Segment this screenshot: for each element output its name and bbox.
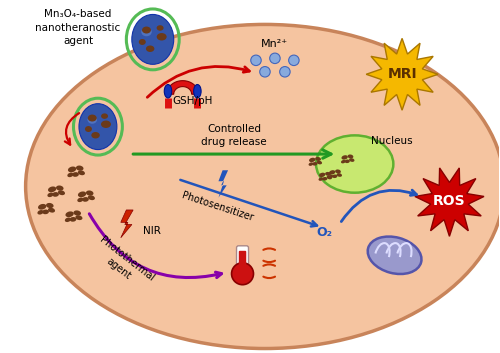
Ellipse shape [349,158,354,162]
Ellipse shape [82,197,89,202]
Ellipse shape [336,173,342,177]
Ellipse shape [348,155,354,158]
Ellipse shape [78,170,85,175]
Text: Mn²⁺: Mn²⁺ [262,40,288,49]
Text: NIR: NIR [143,226,160,237]
Text: Photosensitizer: Photosensitizer [180,191,254,223]
Ellipse shape [92,132,100,138]
Ellipse shape [315,157,321,161]
Ellipse shape [42,210,49,214]
Ellipse shape [48,208,55,213]
Ellipse shape [72,172,79,177]
Ellipse shape [328,175,333,178]
Ellipse shape [48,186,56,192]
Text: MRI: MRI [388,67,417,81]
Text: O₂: O₂ [317,226,333,239]
Ellipse shape [368,237,422,274]
Ellipse shape [139,39,146,45]
Ellipse shape [342,155,348,160]
Ellipse shape [79,104,117,150]
Ellipse shape [70,217,76,222]
FancyBboxPatch shape [236,246,248,276]
Polygon shape [415,168,484,236]
Ellipse shape [78,198,84,202]
Circle shape [260,67,270,77]
Polygon shape [366,38,438,110]
Ellipse shape [156,33,166,41]
Text: Controlled
drug release: Controlled drug release [201,124,267,146]
Ellipse shape [76,215,82,220]
Text: ROS: ROS [433,195,466,208]
Circle shape [232,263,254,285]
Ellipse shape [319,173,326,177]
Ellipse shape [329,170,336,175]
Ellipse shape [312,162,318,166]
Ellipse shape [38,204,46,210]
Text: Nucleus: Nucleus [372,136,413,145]
Ellipse shape [65,217,71,222]
Circle shape [280,67,290,77]
Ellipse shape [309,158,316,162]
Ellipse shape [316,161,322,164]
Ellipse shape [326,175,332,179]
Ellipse shape [335,169,341,173]
Ellipse shape [88,195,95,200]
Ellipse shape [88,116,97,124]
Ellipse shape [56,185,64,191]
Ellipse shape [101,113,108,119]
Ellipse shape [164,84,172,98]
Polygon shape [166,81,198,94]
Ellipse shape [78,191,86,197]
Ellipse shape [52,192,59,197]
Ellipse shape [332,174,338,178]
Polygon shape [121,210,133,238]
Ellipse shape [316,135,394,193]
Ellipse shape [142,26,151,34]
Ellipse shape [86,191,94,196]
Ellipse shape [146,46,154,52]
Ellipse shape [66,211,74,217]
Ellipse shape [194,84,201,98]
Text: GSH/pH: GSH/pH [172,96,213,106]
Ellipse shape [101,120,111,128]
Ellipse shape [26,24,500,348]
Ellipse shape [341,160,345,163]
Ellipse shape [142,28,152,36]
Ellipse shape [322,177,328,180]
Ellipse shape [38,210,44,215]
Ellipse shape [344,160,350,163]
Text: Photothermal
agent: Photothermal agent [90,235,156,293]
Ellipse shape [325,172,331,176]
Ellipse shape [48,193,54,197]
Circle shape [250,55,261,66]
Text: Mn₃O₄-based
nanotheranostic
agent: Mn₃O₄-based nanotheranostic agent [36,10,120,46]
Polygon shape [218,170,228,198]
Circle shape [288,55,299,66]
Circle shape [270,53,280,64]
Ellipse shape [68,173,73,177]
Ellipse shape [318,177,324,181]
Ellipse shape [156,25,164,31]
Ellipse shape [308,162,314,166]
Ellipse shape [68,167,76,172]
FancyBboxPatch shape [239,251,246,274]
Ellipse shape [132,14,173,64]
Ellipse shape [76,166,84,171]
Ellipse shape [85,126,92,132]
Ellipse shape [74,210,81,216]
Ellipse shape [88,114,96,121]
Ellipse shape [58,190,65,195]
Ellipse shape [46,203,54,208]
